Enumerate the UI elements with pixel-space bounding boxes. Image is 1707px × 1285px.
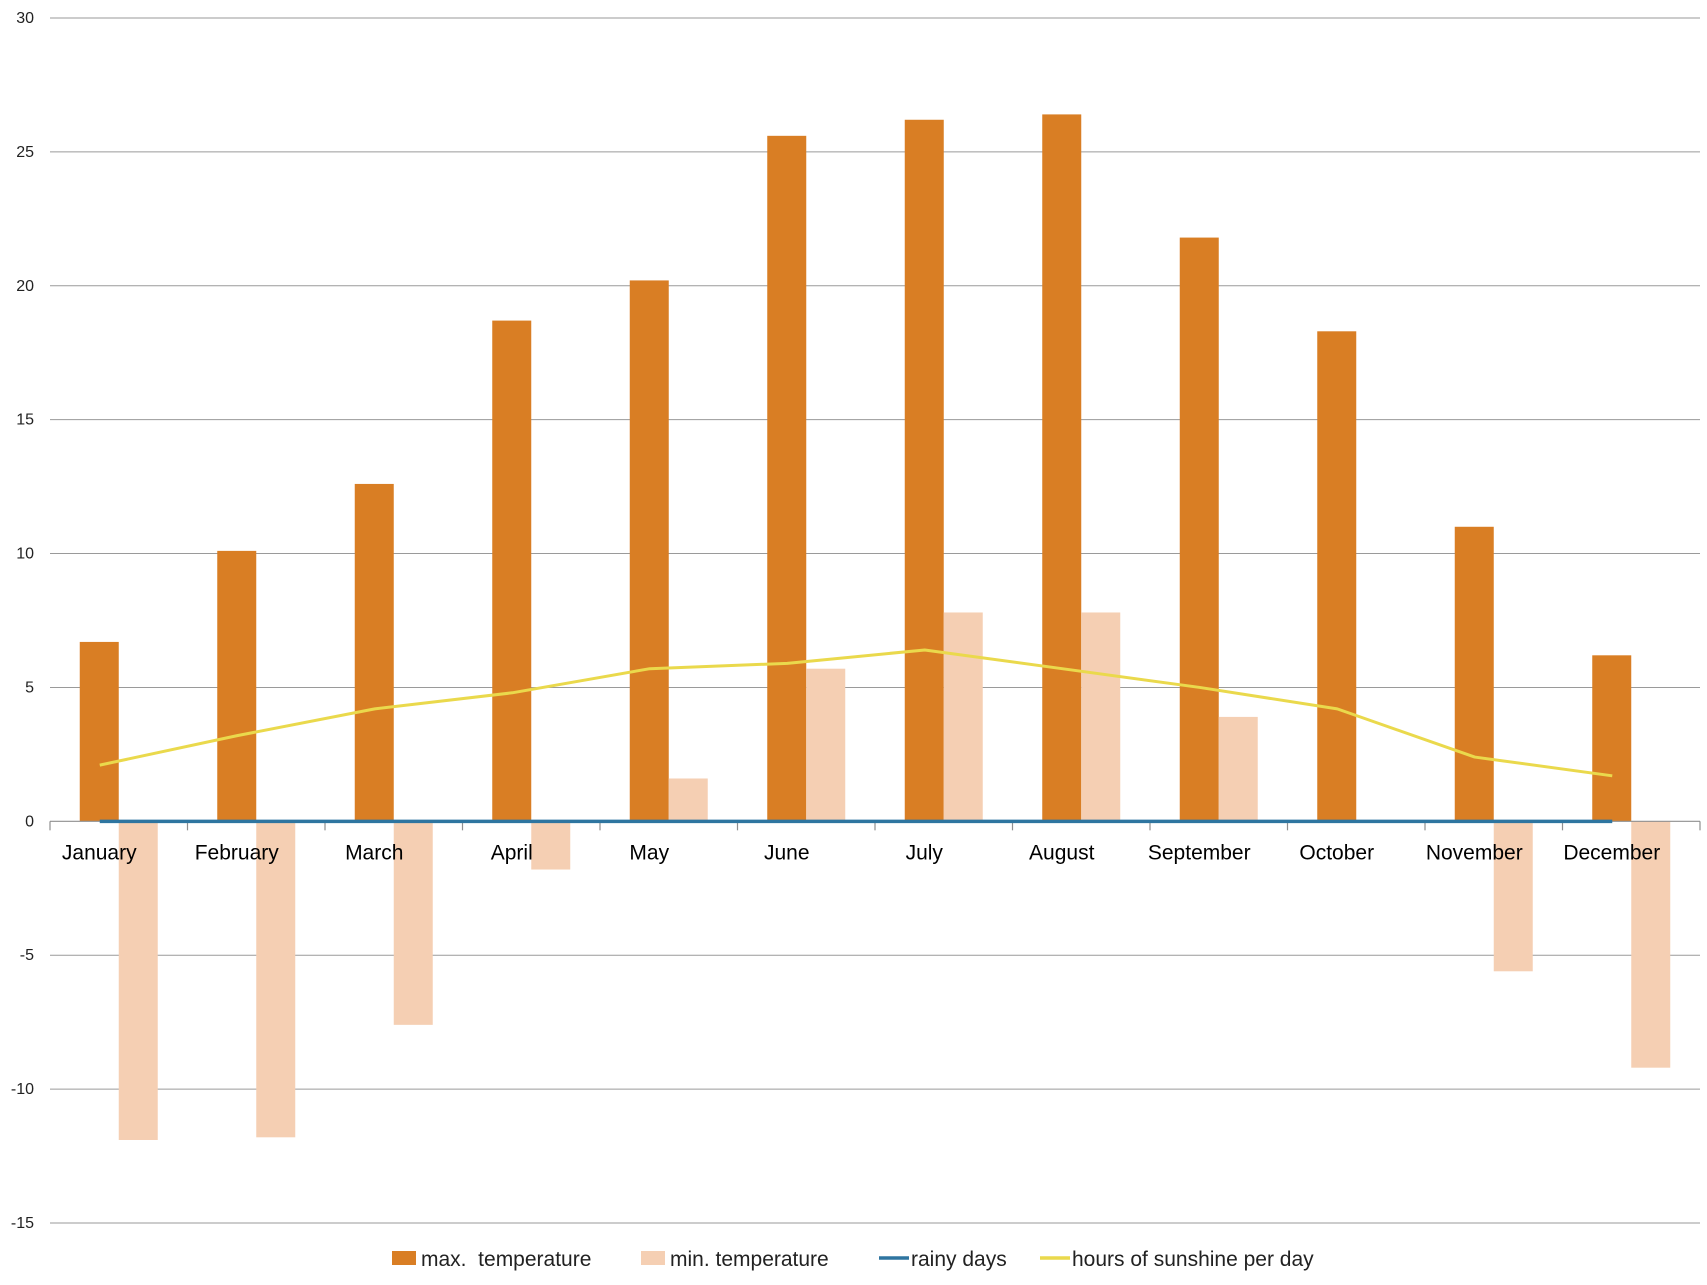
y-tick-label: 25 (16, 144, 34, 161)
legend-label: hours of sunshine per day (1072, 1248, 1314, 1271)
x-tick-label: May (629, 841, 669, 864)
legend-item: hours of sunshine per day (1040, 1248, 1314, 1271)
bars (79, 114, 1671, 1140)
y-tick-label: -5 (20, 947, 34, 964)
bar-min-temperature (1081, 612, 1121, 822)
legend-swatch (641, 1251, 665, 1265)
y-tick-label: 10 (16, 546, 34, 563)
x-tick-label: July (906, 841, 944, 864)
bar-min-temperature (256, 821, 296, 1138)
line-sunshine-hours (99, 648, 1613, 778)
bar-max-temperature (629, 280, 669, 822)
gridlines (50, 17, 1700, 1224)
bar-max-temperature (354, 483, 394, 822)
legend: max. temperature min. temperature rainy da… (392, 1248, 1314, 1271)
y-tick-label: -15 (11, 1215, 34, 1232)
x-tick-label: January (62, 841, 137, 864)
bar-min-temperature (393, 821, 433, 1025)
bar-min-temperature (1631, 821, 1671, 1068)
bar-min-temperature (943, 612, 983, 822)
bar-max-temperature (1592, 655, 1632, 822)
y-axis-ticks: 30 25 20 15 10 5 0 -5 -10 -15 (11, 10, 34, 1232)
bar-max-temperature (767, 135, 807, 822)
bar-min-temperature (806, 668, 846, 822)
legend-item: rainy days (879, 1248, 1007, 1271)
x-tick-label: October (1299, 841, 1374, 864)
legend-label: max. temperature (421, 1248, 591, 1271)
bar-max-temperature (1317, 331, 1357, 822)
bar-min-temperature (531, 821, 571, 870)
bar-min-temperature (118, 821, 158, 1140)
bar-max-temperature (1042, 114, 1082, 822)
x-tick-label: March (345, 841, 403, 864)
x-tick-label: September (1148, 841, 1251, 864)
legend-label: min. temperature (670, 1248, 829, 1271)
x-tick-label: August (1029, 841, 1095, 864)
bar-max-temperature (904, 119, 944, 822)
y-tick-label: 30 (16, 10, 34, 27)
y-tick-label: 20 (16, 278, 34, 295)
bar-max-temperature (1179, 237, 1219, 822)
bar-max-temperature (1454, 526, 1494, 822)
x-tick-label: November (1426, 841, 1523, 864)
bar-min-temperature (1493, 821, 1533, 972)
bar-min-temperature (1218, 716, 1258, 822)
y-tick-label: 15 (16, 412, 34, 429)
x-tick-label: February (195, 841, 280, 864)
legend-swatch (392, 1251, 416, 1265)
legend-item: min. temperature (641, 1248, 829, 1271)
y-tick-label: -10 (11, 1081, 34, 1098)
bar-max-temperature (217, 550, 257, 822)
lines (99, 648, 1613, 824)
x-axis-ticks: January February March April May June July Augu… (62, 841, 1660, 864)
bar-max-temperature (79, 641, 119, 822)
x-tick-label: April (491, 841, 533, 864)
legend-item: max. temperature (392, 1248, 591, 1271)
legend-label: rainy days (911, 1248, 1007, 1271)
x-tick-label: December (1563, 841, 1660, 864)
bar-max-temperature (492, 320, 532, 822)
bar-min-temperature (668, 778, 708, 822)
y-tick-label: 0 (25, 813, 34, 830)
y-tick-label: 5 (25, 679, 34, 696)
x-tick-label: June (764, 841, 810, 864)
